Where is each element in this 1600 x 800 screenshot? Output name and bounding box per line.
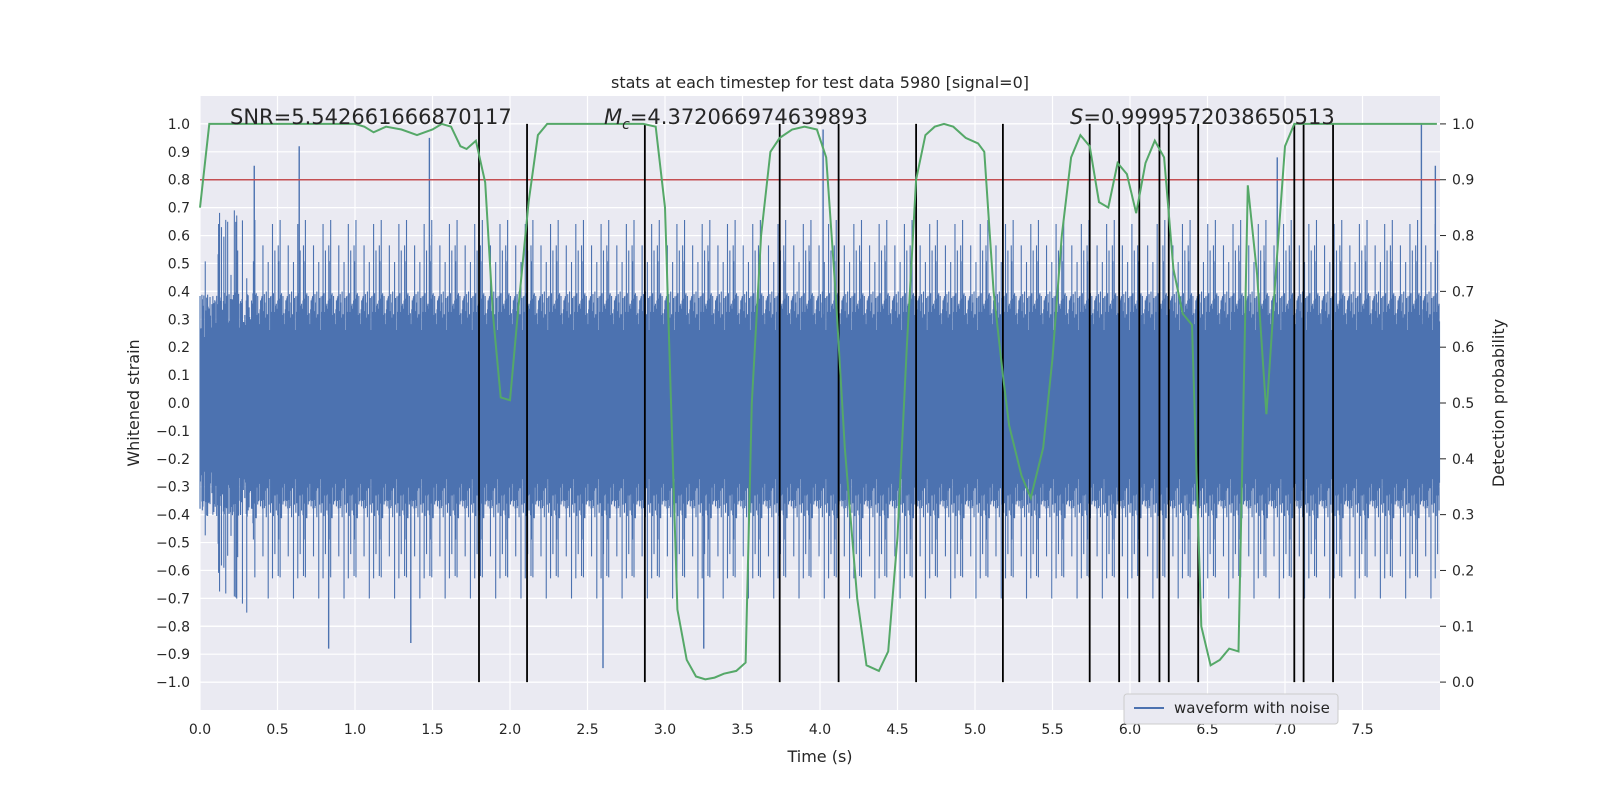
y2-axis-label: Detection probability — [1489, 319, 1508, 487]
x-tick-labels: 0.0 0.5 1.0 1.5 2.0 2.5 3.0 3.5 4.0 4.5 5.0 5.5 6.0 6… — [189, 722, 1374, 738]
y-tick-label: 0.7 — [168, 201, 190, 217]
s-value: =0.9999572038650513 — [1083, 105, 1334, 129]
y-tick-label: 0.5 — [168, 256, 190, 272]
x-tick-label: 4.0 — [809, 722, 831, 738]
y-tick-label: −0.6 — [156, 563, 190, 579]
y-tick-label: 0.6 — [168, 229, 190, 245]
y-tick-label: 0.4 — [168, 284, 190, 300]
x-tick-label: 6.5 — [1196, 722, 1218, 738]
chirp-mass-symbol: M — [604, 105, 622, 129]
y-tick-label: −0.9 — [156, 647, 190, 663]
s-annotation: S=0.9999572038650513 — [1070, 105, 1335, 129]
x-tick-label: 5.5 — [1041, 722, 1063, 738]
y-axis-label: Whitened strain — [124, 339, 143, 466]
y2-tick-label: 0.5 — [1452, 396, 1474, 412]
y2-tick-labels: 0.0 0.1 0.2 0.3 0.4 0.5 0.6 0.7 0.8 0.9 1.0 — [1440, 117, 1474, 691]
y-tick-label: −0.2 — [156, 452, 190, 468]
y-tick-label: 0.2 — [168, 340, 190, 356]
y2-tick-label: 0.3 — [1452, 508, 1474, 524]
snr-annotation: SNR=5.542661666870117 — [230, 105, 512, 129]
y2-tick-label: 0.8 — [1452, 229, 1474, 245]
y-tick-label: 0.1 — [168, 368, 190, 384]
legend: waveform with noise — [1123, 693, 1339, 725]
y2-tick-label: 0.6 — [1452, 340, 1474, 356]
y2-tick-label: 0.7 — [1452, 284, 1474, 300]
chirp-mass-value: =4.372066974639893 — [630, 105, 868, 129]
y-tick-labels: −1.0 −0.9 −0.8 −0.7 −0.6 −0.5 −0.4 −0.3 −0.2 −0.1… — [156, 117, 190, 691]
x-tick-label: 7.0 — [1274, 722, 1296, 738]
x-tick-label: 0.5 — [266, 722, 288, 738]
y2-tick-label: 1.0 — [1452, 117, 1474, 133]
y-tick-label: 0.0 — [168, 396, 190, 412]
y-tick-label: 0.9 — [168, 145, 190, 161]
waveform-noise-path — [199, 210, 1441, 613]
x-tick-label: 7.5 — [1351, 722, 1373, 738]
y-tick-label: −0.1 — [156, 424, 190, 440]
x-tick-label: 3.0 — [654, 722, 676, 738]
s-symbol: S — [1070, 105, 1083, 129]
y-tick-label: 0.3 — [168, 312, 190, 328]
x-tick-label: 3.5 — [731, 722, 753, 738]
chirp-mass-subscript: c — [622, 117, 630, 133]
y2-tick-label: 0.2 — [1452, 563, 1474, 579]
chirp-mass-annotation: Mc=4.372066974639893 — [604, 105, 868, 133]
y-tick-label: −0.4 — [156, 508, 190, 524]
detection-probability-line — [199, 122, 1437, 681]
chart-title: stats at each timestep for test data 598… — [611, 73, 1029, 92]
x-tick-label: 6.0 — [1119, 722, 1141, 738]
y2-tick-label: 0.9 — [1452, 173, 1474, 189]
x-axis-label: Time (s) — [786, 747, 852, 766]
y-tick-label: −0.5 — [156, 536, 190, 552]
y-tick-label: −1.0 — [156, 675, 190, 691]
legend-label-waveform: waveform with noise — [1174, 699, 1330, 717]
x-tick-label: 4.5 — [886, 722, 908, 738]
y-tick-label: −0.3 — [156, 480, 190, 496]
y2-tick-label: 0.4 — [1452, 452, 1474, 468]
x-tick-label: 5.0 — [964, 722, 986, 738]
x-tick-label: 0.0 — [189, 722, 211, 738]
waveform-series — [199, 123, 1441, 669]
x-tick-label: 2.5 — [576, 722, 598, 738]
x-tick-label: 1.0 — [344, 722, 366, 738]
y-tick-label: −0.7 — [156, 591, 190, 607]
x-tick-label: 1.5 — [421, 722, 443, 738]
y-tick-label: 1.0 — [168, 117, 190, 133]
legend-box — [1123, 693, 1339, 725]
x-tick-label: 2.0 — [499, 722, 521, 738]
y-tick-label: 0.8 — [168, 173, 190, 189]
y-tick-label: −0.8 — [156, 619, 190, 635]
y2-tick-label: 0.0 — [1452, 675, 1474, 691]
y2-tick-label: 0.1 — [1452, 619, 1474, 635]
